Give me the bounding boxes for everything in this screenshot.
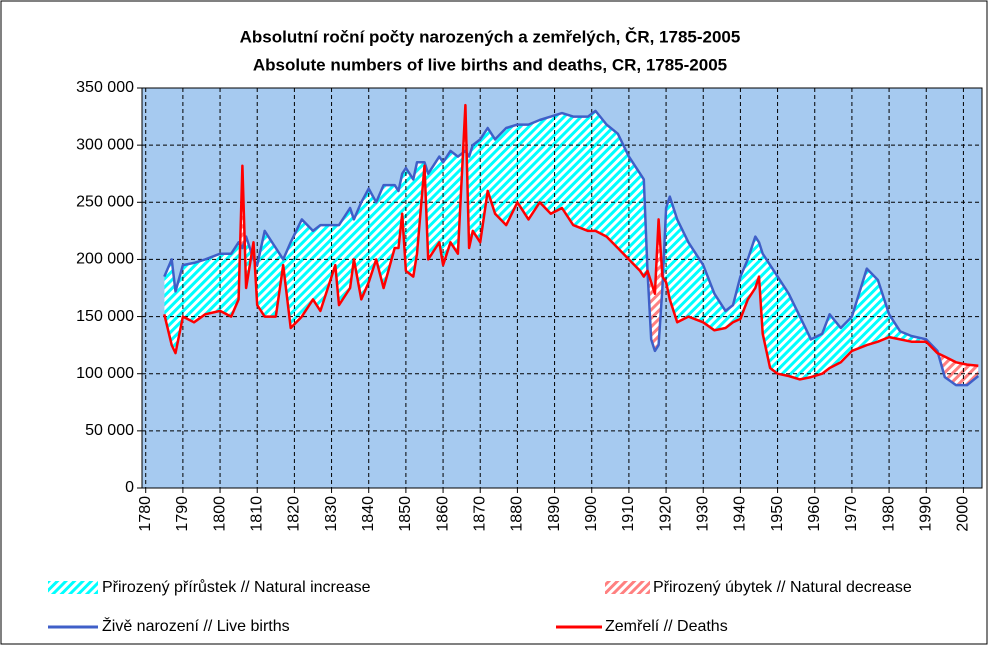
x-tick-label: 1970: [843, 496, 860, 532]
x-tick-label: 1790: [174, 496, 191, 532]
x-tick-label: 1870: [471, 496, 488, 532]
x-tick-label: 1900: [583, 496, 600, 532]
y-tick-label: 150 000: [76, 308, 134, 325]
x-tick-label: 1990: [917, 496, 934, 532]
chart-title: Absolutní roční počty narozených a zemře…: [240, 27, 741, 46]
chart-subtitle: Absolute numbers of live births and deat…: [253, 55, 727, 74]
legend-label: Živě narození // Live births: [102, 616, 290, 635]
x-tick-label: 1850: [397, 496, 414, 532]
plot-border: [141, 87, 983, 489]
series-line: [163, 103, 979, 381]
x-tick-label: 1940: [732, 496, 749, 532]
x-tick-label: 1950: [769, 496, 786, 532]
y-tick-label: 250 000: [76, 194, 134, 211]
x-tick-label: 1920: [657, 496, 674, 532]
x-tick-label: 2000: [955, 496, 972, 532]
x-tick-label: 1880: [509, 496, 526, 532]
y-tick-label: 200 000: [76, 251, 134, 268]
x-tick-label: 1960: [806, 496, 823, 532]
legend-label: Přirozený přírůstek // Natural increase: [102, 578, 371, 596]
series-line: [163, 109, 980, 387]
x-tick-label: 1810: [248, 496, 265, 532]
x-tick-label: 1840: [360, 496, 377, 532]
x-tick-label: 1890: [546, 496, 563, 532]
x-tick-label: 1800: [211, 496, 228, 532]
x-tick-label: 1910: [620, 496, 637, 532]
legend-swatch: [605, 581, 650, 594]
x-tick-label: 1980: [880, 496, 897, 532]
x-tick-label: 1930: [694, 496, 711, 532]
y-tick-label: 0: [125, 479, 134, 496]
legend-swatch: [48, 581, 98, 594]
x-tick-label: 1860: [434, 496, 451, 532]
x-tick-label: 1830: [323, 496, 340, 532]
legend-label: Přirozený úbytek // Natural decrease: [653, 579, 912, 596]
y-tick-label: 50 000: [85, 422, 134, 439]
y-tick-label: 350 000: [76, 79, 134, 96]
y-tick-label: 100 000: [76, 365, 134, 382]
x-tick-label: 1780: [137, 496, 154, 532]
x-tick-label: 1820: [286, 496, 303, 532]
y-tick-label: 300 000: [76, 136, 134, 153]
legend-label: Zemřelí // Deaths: [605, 618, 728, 635]
